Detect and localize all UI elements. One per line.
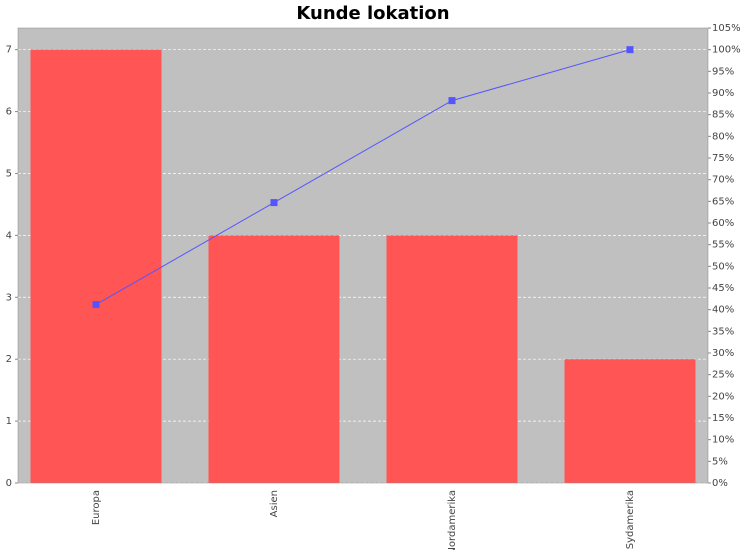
bar bbox=[208, 235, 340, 483]
line bbox=[95, 49, 631, 305]
y-tick-label: 1 bbox=[6, 416, 12, 427]
y2-tick-label: 15% bbox=[712, 413, 734, 424]
y2-tick-label: 20% bbox=[712, 391, 734, 402]
x-tick-label: Nordamerika bbox=[447, 490, 458, 550]
x-tick-label: Sydamerika bbox=[625, 490, 636, 549]
point bbox=[92, 301, 100, 309]
y-tick-label: 7 bbox=[6, 45, 12, 56]
y2-tick-label: 105% bbox=[712, 23, 741, 34]
chart-title: Kunde lokation bbox=[296, 3, 449, 24]
y2-tick-label: 100% bbox=[712, 45, 741, 56]
y-tick-label: 2 bbox=[6, 354, 12, 365]
y2-tick-label: 75% bbox=[712, 153, 734, 164]
y-tick-label: 3 bbox=[6, 292, 12, 303]
point bbox=[626, 46, 634, 54]
y2-tick-label: 95% bbox=[712, 66, 734, 77]
y2-tick-label: 80% bbox=[712, 131, 734, 142]
y2-tick-label: 70% bbox=[712, 175, 734, 186]
y2-tick-label: 10% bbox=[712, 435, 734, 446]
y-tick-label: 0 bbox=[6, 478, 12, 489]
y-tick-label: 5 bbox=[6, 168, 12, 179]
y2-tick-label: 25% bbox=[712, 370, 734, 381]
y2-tick-label: 85% bbox=[712, 110, 734, 121]
x-tick-label: Asien bbox=[269, 490, 280, 517]
y2-tick-label: 55% bbox=[712, 240, 734, 251]
plot-border bbox=[17, 27, 709, 484]
y-tick-label: 6 bbox=[6, 107, 12, 118]
y2-tick-label: 90% bbox=[712, 88, 734, 99]
bar bbox=[386, 235, 518, 483]
y2-tick-label: 65% bbox=[712, 196, 734, 207]
bar bbox=[564, 359, 696, 483]
bar bbox=[30, 49, 162, 484]
x-tick-label: Europa bbox=[91, 490, 102, 525]
point bbox=[448, 97, 456, 105]
y2-tick-label: 60% bbox=[712, 218, 734, 229]
y2-tick-label: 45% bbox=[712, 283, 734, 294]
y2-tick-label: 35% bbox=[712, 326, 734, 337]
y2-tick-label: 40% bbox=[712, 305, 734, 316]
point bbox=[270, 199, 278, 207]
y2-tick-label: 0% bbox=[712, 478, 728, 489]
y2-tick-label: 50% bbox=[712, 261, 734, 272]
y2-tick-label: 5% bbox=[712, 456, 728, 467]
y-tick-label: 4 bbox=[6, 230, 12, 241]
y2-tick-label: 30% bbox=[712, 348, 734, 359]
